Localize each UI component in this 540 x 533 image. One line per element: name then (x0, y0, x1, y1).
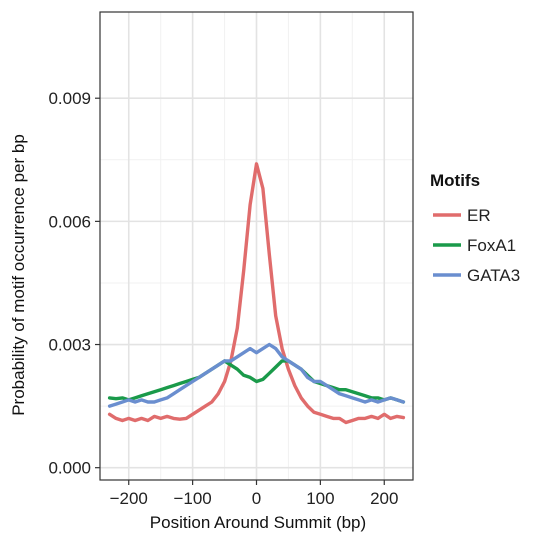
x-tick-label: 0 (252, 489, 261, 508)
y-axis-title: Probability of motif occurrence per bp (9, 134, 28, 416)
series-lines (107, 162, 406, 425)
series-line-gata3 (107, 342, 406, 408)
y-tick-label: 0.009 (48, 89, 91, 108)
legend: Motifs ER FoxA1 GATA3 (430, 171, 520, 285)
y-tick-label: 0.006 (48, 212, 91, 231)
y-axis-ticks: 0.000 0.003 0.006 0.009 (48, 89, 100, 478)
legend-label-er: ER (467, 206, 491, 225)
x-axis-ticks: −200 −100 0 100 200 (110, 480, 398, 508)
x-tick-label: 100 (306, 489, 334, 508)
x-axis-title: Position Around Summit (bp) (150, 513, 366, 532)
grid (99, 11, 414, 481)
series-line-er (107, 162, 406, 425)
y-tick-label: 0.000 (48, 459, 91, 478)
x-tick-label: −100 (173, 489, 211, 508)
legend-title: Motifs (430, 171, 480, 190)
legend-label-gata3: GATA3 (467, 266, 520, 285)
series-line-foxa1 (107, 359, 406, 404)
x-tick-label: −200 (110, 489, 148, 508)
x-tick-label: 200 (370, 489, 398, 508)
legend-label-foxa1: FoxA1 (467, 236, 516, 255)
y-tick-label: 0.003 (48, 336, 91, 355)
